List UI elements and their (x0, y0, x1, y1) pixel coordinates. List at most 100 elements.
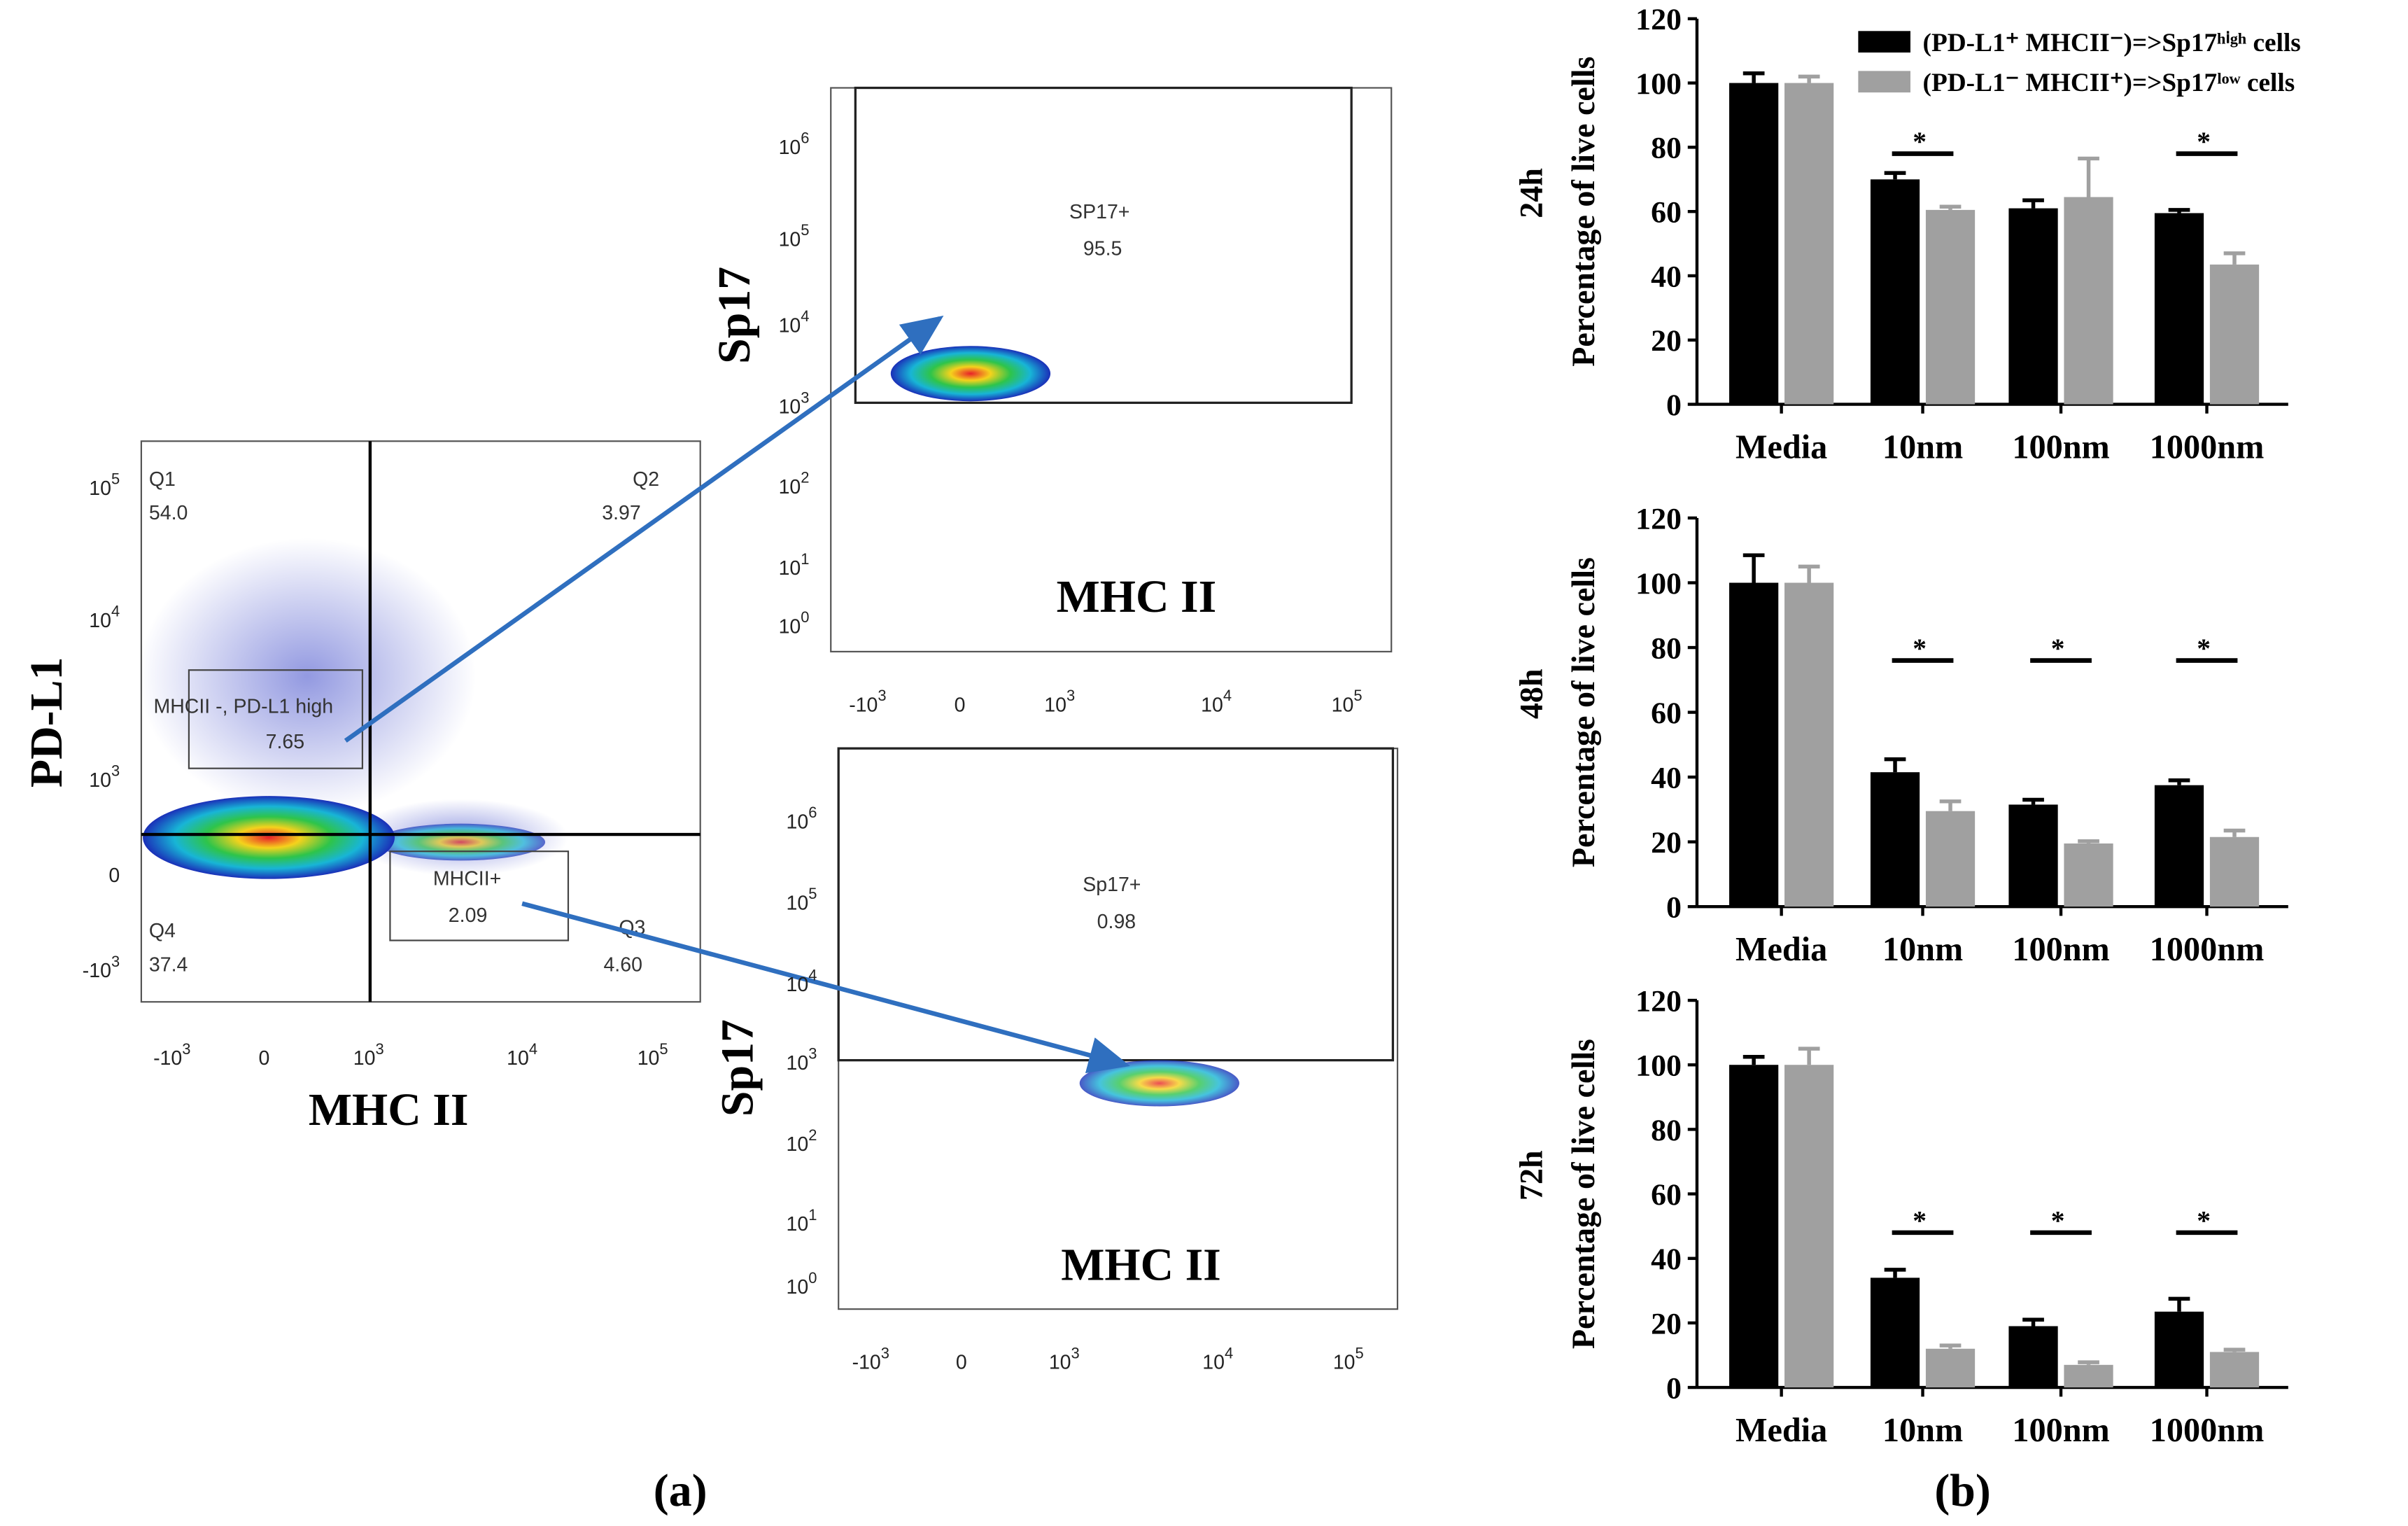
significance-mark: * (2197, 633, 2211, 664)
flow-bottom: Sp17+ 0.98 MHC II Sp17 (712, 747, 1399, 1310)
gate (188, 669, 364, 769)
tick-base: 10 (779, 396, 801, 419)
tick-label: 104 (787, 967, 817, 996)
bar (2008, 804, 2058, 907)
y-tick-label: 120 (1635, 984, 1682, 1018)
y-tick-label: 0 (1666, 1371, 1682, 1405)
gate-value: 95.5 (1083, 238, 1122, 260)
tick-label: -103 (849, 687, 886, 716)
quadrant-value: 4.60 (603, 953, 642, 976)
tick-exponent: 5 (1356, 1344, 1364, 1362)
tick-label: 0 (956, 1352, 967, 1374)
tick-exponent: 3 (1071, 1344, 1080, 1362)
bar (2064, 1364, 2113, 1388)
y-tick-label: 60 (1651, 696, 1682, 730)
tick-exponent: 3 (375, 1040, 383, 1058)
gate-value: 0.98 (1097, 911, 1136, 933)
significance-mark: * (1913, 126, 1927, 157)
tick-label: 106 (787, 804, 817, 833)
tick-base: 10 (787, 811, 809, 833)
tick-exponent: 2 (801, 469, 809, 486)
tick-label: 105 (1333, 1344, 1364, 1373)
panel-label: 72h (1513, 1150, 1549, 1200)
tick-label: 101 (779, 550, 810, 580)
gate-value: 7.65 (266, 731, 305, 753)
significance-mark: * (2051, 1205, 2065, 1236)
tick-exponent: 6 (801, 130, 809, 147)
significance-mark: * (2197, 126, 2211, 157)
x-tick-label: 10nm (1882, 428, 1963, 465)
y-tick-label: 40 (1651, 260, 1682, 293)
quadrant-name: Q1 (149, 468, 176, 491)
tick-base: 10 (1332, 694, 1354, 716)
panel-caption: (b) (1934, 1465, 1990, 1516)
gate-value: 2.09 (449, 904, 488, 927)
tick-base: 0 (108, 864, 120, 887)
x-tick-label: 100nm (2012, 1412, 2109, 1449)
tick-base: 10 (89, 769, 111, 792)
bar (2209, 1352, 2260, 1388)
bar (1729, 582, 1779, 907)
quadrant-name: Q4 (149, 920, 176, 942)
x-tick-label: 1000nm (2150, 931, 2265, 968)
tick-label: 105 (779, 221, 810, 251)
legend-label: (PD-L1⁺ MHCII⁻)=>Sp17ʰⁱᵍʰ cells (1923, 29, 2301, 57)
tick-base: 10 (779, 136, 801, 159)
tick-label: 104 (507, 1040, 537, 1070)
tick-label: 103 (1044, 687, 1075, 716)
tick-base: 10 (507, 1047, 529, 1070)
flow-top: SP17+ 95.5 MHC II Sp17 (709, 86, 1393, 652)
gate-name: Sp17+ (1083, 874, 1141, 896)
bar (1870, 1278, 1920, 1388)
tick-exponent: 0 (801, 608, 809, 626)
significance-mark: * (2197, 1205, 2211, 1236)
tick-label: 103 (779, 388, 810, 418)
quadrant-name: Q2 (633, 468, 659, 491)
tick-exponent: 3 (1066, 687, 1075, 704)
tick-base: 10 (638, 1047, 660, 1070)
significance-mark: * (2051, 633, 2065, 664)
tick-label: 102 (779, 469, 810, 498)
panel-label: 24h (1513, 168, 1549, 218)
significance-mark: * (1913, 1205, 1927, 1236)
bar (2064, 197, 2113, 405)
tick-base: 10 (89, 610, 111, 632)
tick-base: 10 (1201, 694, 1223, 716)
x-tick-label: 100nm (2012, 428, 2109, 465)
y-tick-label: 60 (1651, 196, 1682, 230)
tick-exponent: 3 (111, 762, 120, 780)
y-axis-label: Sp17 (709, 267, 760, 364)
bar (1729, 1065, 1779, 1388)
tick-label: 100 (779, 608, 810, 638)
bar (2008, 1326, 2058, 1388)
y-axis-label: Sp17 (712, 1019, 763, 1116)
tick-exponent: 3 (111, 953, 120, 970)
tick-label: -103 (83, 953, 120, 982)
cell-cloud (138, 538, 477, 815)
tick-label: 105 (787, 885, 817, 914)
cell-density (1079, 1060, 1239, 1107)
tick-exponent: 1 (801, 550, 809, 568)
bar (2154, 785, 2204, 907)
legend-swatch (1858, 31, 1910, 53)
y-tick-label: 80 (1651, 132, 1682, 165)
gate (854, 86, 1353, 405)
quadrant-value: 54.0 (149, 502, 188, 524)
y-tick-label: 0 (1666, 891, 1682, 925)
tick-base: -10 (849, 694, 878, 716)
panel-caption: (a) (654, 1465, 707, 1516)
y-tick-label: 100 (1635, 1049, 1682, 1083)
y-axis-label: Percentage of live cells (1565, 557, 1601, 867)
legend-swatch (1858, 71, 1910, 93)
tick-base: 10 (787, 1213, 809, 1236)
x-tick-label: Media (1735, 428, 1827, 465)
tick-base: 0 (955, 694, 966, 716)
tick-exponent: 5 (1353, 687, 1362, 704)
tick-exponent: 4 (529, 1040, 537, 1058)
x-tick-label: 10nm (1882, 931, 1963, 968)
tick-base: -10 (852, 1352, 881, 1374)
bar (2154, 213, 2204, 405)
y-axis-label: PD-L1 (21, 657, 72, 788)
tick-base: 10 (787, 1133, 809, 1156)
